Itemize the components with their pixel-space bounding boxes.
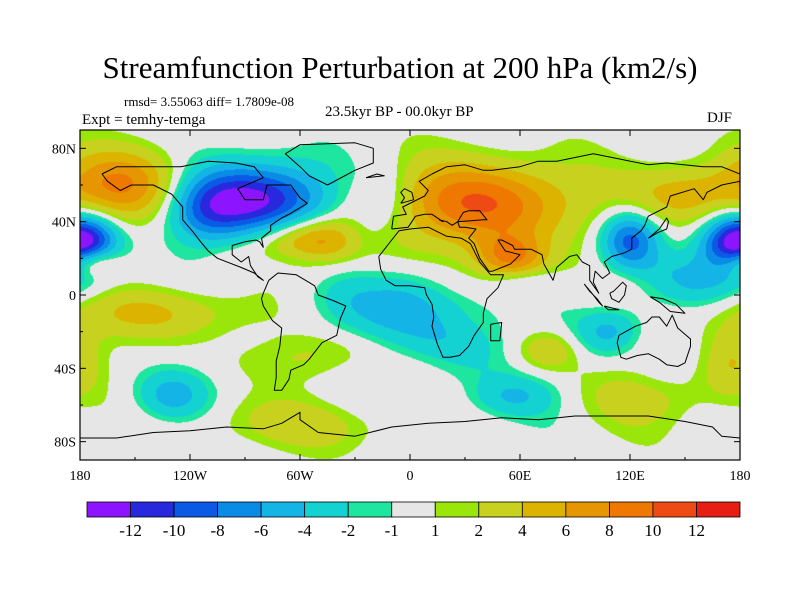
x-tick-label-4: 60E xyxy=(509,469,532,484)
colorbar-swatch-10 xyxy=(521,501,567,518)
season-label: DJF xyxy=(707,110,733,126)
colorbar-label-6: -1 xyxy=(385,521,399,540)
colorbar-label-1: -10 xyxy=(163,521,186,540)
map-axes: 180 120W 60W 0 60E 120E 180 80N 40N 0 40S 80S xyxy=(52,130,751,484)
colorbar-label-4: -4 xyxy=(298,521,313,540)
colorbar-label-9: 4 xyxy=(518,521,527,540)
colorbar-swatch-1 xyxy=(130,501,175,518)
colorbar-swatch-9 xyxy=(478,501,523,518)
coastline-1 xyxy=(261,272,347,391)
colorbar-swatch-11 xyxy=(565,501,610,518)
coastline-13 xyxy=(490,322,503,342)
colorbar: -12 -10 -8 -6 -4 -2 -1 1 2 4 6 8 10 12 xyxy=(86,501,741,540)
colorbar-swatch-3 xyxy=(217,501,262,518)
coastline-11 xyxy=(609,281,627,303)
streamfunction-field xyxy=(80,130,740,460)
coastline-9 xyxy=(583,283,603,307)
y-tick-label-2: 0 xyxy=(69,289,76,304)
x-tick-label-0: 180 xyxy=(70,469,91,484)
coastline-6 xyxy=(80,411,740,439)
colorbar-swatch-5 xyxy=(304,501,349,518)
colorbar-label-11: 8 xyxy=(605,521,614,540)
y-tick-label-3: 40S xyxy=(54,362,76,377)
colorbar-swatch-4 xyxy=(260,501,306,518)
coastline-2 xyxy=(284,142,374,186)
coastline-3 xyxy=(378,226,504,358)
colorbar-swatch-13 xyxy=(652,501,697,518)
stats-text: rmsd= 3.55063 diff= 1.7809e-08 xyxy=(124,94,295,109)
x-tick-label-3: 0 xyxy=(407,469,414,484)
coastline-0 xyxy=(101,160,308,281)
x-tick-label-1: 120W xyxy=(173,469,208,484)
period-label: 23.5kyr BP - 00.0kyr BP xyxy=(325,104,474,120)
colorbar-label-13: 12 xyxy=(688,521,705,540)
colorbar-label-8: 2 xyxy=(475,521,484,540)
colorbar-swatch-7 xyxy=(391,501,436,518)
colorbar-label-3: -6 xyxy=(254,521,268,540)
colorbar-swatch-2 xyxy=(173,501,218,518)
colorbar-swatch-0 xyxy=(86,501,131,518)
colorbar-swatch-12 xyxy=(609,501,654,518)
chart-title: Streamfunction Perturbation at 200 hPa (… xyxy=(102,50,698,85)
colorbar-label-7: 1 xyxy=(431,521,440,540)
colorbar-label-12: 10 xyxy=(644,521,661,540)
colorbar-swatch-8 xyxy=(434,501,480,518)
colorbar-label-5: -2 xyxy=(341,521,355,540)
colorbar-label-2: -8 xyxy=(211,521,225,540)
y-tick-label-1: 40N xyxy=(52,216,76,231)
coastline-8 xyxy=(647,217,669,239)
y-tick-label-4: 80S xyxy=(54,436,76,451)
coastline-4 xyxy=(391,153,740,294)
coastline-5 xyxy=(616,314,691,367)
coastline-10 xyxy=(603,305,620,311)
x-tick-label-6: 180 xyxy=(730,469,751,484)
colorbar-label-10: 6 xyxy=(562,521,571,540)
coastline-12 xyxy=(649,296,686,314)
y-tick-label-0: 80N xyxy=(52,142,76,157)
experiment-label: Expt = temhy-temga xyxy=(82,112,206,128)
colorbar-swatch-6 xyxy=(347,501,393,518)
coastlines xyxy=(80,142,740,439)
coastline-7 xyxy=(400,188,415,204)
x-tick-label-5: 120E xyxy=(615,469,645,484)
coastline-14 xyxy=(365,173,385,179)
x-tick-label-2: 60W xyxy=(286,469,314,484)
colorbar-swatch-14 xyxy=(696,501,741,518)
colorbar-label-0: -12 xyxy=(119,521,142,540)
